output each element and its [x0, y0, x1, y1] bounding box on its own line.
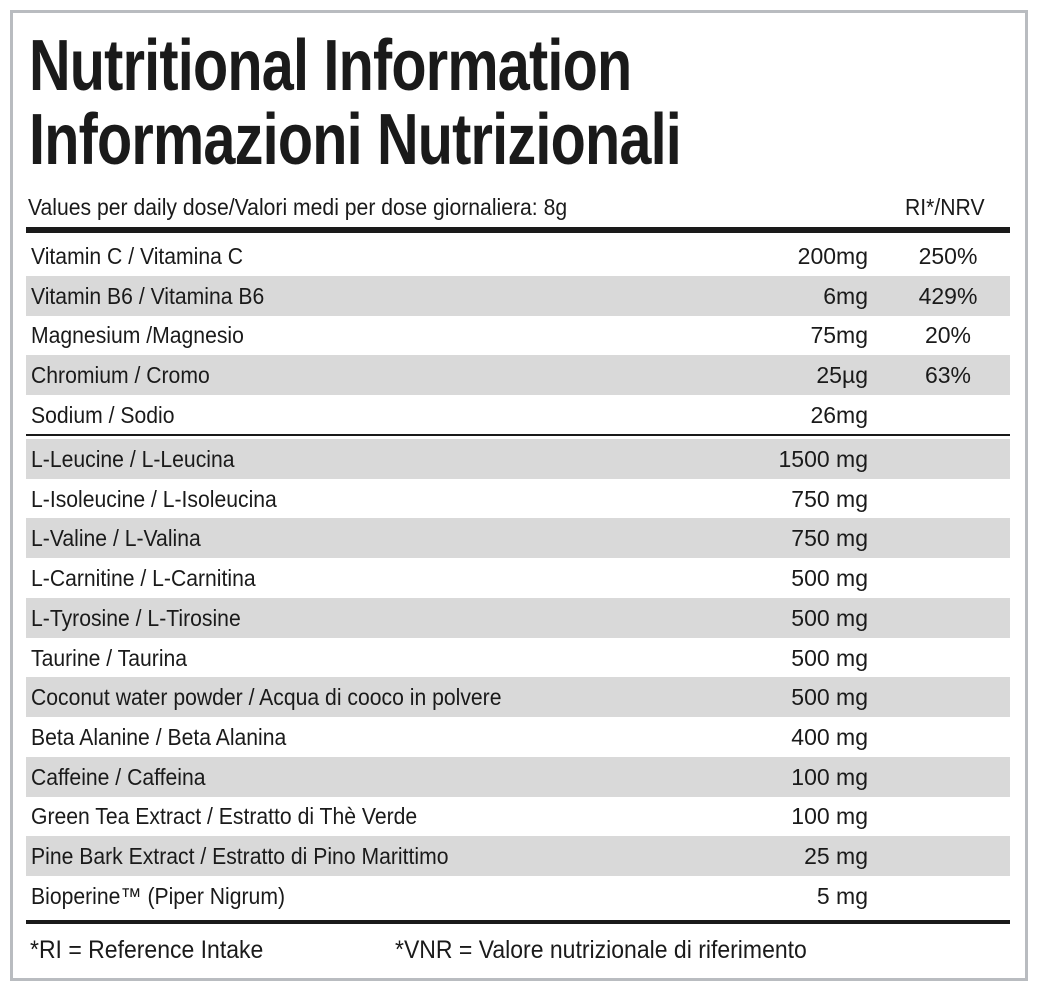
nutrient-name: Green Tea Extract / Estratto di Thè Verd… — [31, 803, 418, 830]
nutrient-name: Taurine / Taurina — [31, 644, 188, 671]
nutrient-amount: 400 mg — [791, 723, 868, 750]
nutrient-name: Magnesium /Magnesio — [31, 322, 244, 349]
nutrient-amount: 25 mg — [804, 843, 868, 869]
table-row — [26, 275, 1010, 316]
label-frame — [10, 10, 1028, 981]
title: Nutritional Information — [29, 26, 632, 106]
nutrient-amount: 200mg — [797, 243, 868, 269]
table-row — [26, 355, 1010, 396]
nutrient-ri: 20% — [924, 322, 972, 349]
nutrient-name: L-Tyrosine / L-Tirosine — [31, 604, 241, 631]
ri-header: RI*/NRV — [905, 194, 985, 220]
footnote: *RI = Reference Intake — [30, 936, 264, 964]
nutrient-name: L-Carnitine / L-Carnitina — [31, 565, 256, 592]
nutrient-name: Pine Bark Extract / Estratto di Pino Mar… — [31, 843, 449, 869]
nutrient-amount: 26mg — [810, 401, 868, 428]
nutrient-amount: 750 mg — [791, 525, 868, 552]
nutrient-amount: 100 mg — [791, 763, 868, 790]
nutrient-amount: 6mg — [823, 282, 868, 309]
nutrient-ri: 63% — [924, 362, 972, 389]
table-row — [26, 597, 1010, 638]
nutrient-name: Caffeine / Caffeina — [31, 763, 206, 790]
thick-rule — [26, 920, 1010, 924]
table-row — [26, 756, 1010, 797]
nutrient-ri: 250% — [918, 243, 978, 269]
nutrient-amount: 5 mg — [816, 882, 868, 909]
nutrient-name: Beta Alanine / Beta Alanina — [31, 723, 287, 750]
nutrient-name: L-Isoleucine / L-Isoleucina — [31, 485, 277, 512]
footnote: *VNR = Valore nutrizionale di riferiment… — [395, 936, 807, 964]
nutrient-name: Coconut water powder / Acqua di cooco in… — [31, 684, 502, 711]
thin-rule — [26, 434, 1010, 436]
nutrient-name: Chromium / Cromo — [31, 362, 210, 389]
nutrient-name: Vitamin B6 / Vitamina B6 — [31, 282, 265, 309]
nutrient-amount: 750 mg — [791, 485, 868, 512]
nutrient-amount: 500 mg — [791, 604, 868, 631]
title: Informazioni Nutrizionali — [29, 100, 682, 180]
nutrient-name: L-Leucine / L-Leucina — [31, 446, 235, 472]
serving-info: Values per daily dose/Valori medi per do… — [28, 194, 568, 220]
nutrient-ri: 429% — [918, 282, 978, 309]
nutrient-amount: 1500 mg — [778, 446, 868, 472]
nutrient-name: Vitamin C / Vitamina C — [31, 243, 244, 269]
nutrient-amount: 75mg — [810, 322, 868, 349]
nutrient-amount: 500 mg — [791, 684, 868, 711]
nutrient-name: Sodium / Sodio — [31, 401, 175, 428]
nutrient-name: L-Valine / L-Valina — [31, 525, 201, 552]
thick-rule — [26, 227, 1010, 233]
table-row — [26, 836, 1010, 876]
table-row — [26, 677, 1010, 718]
table-row — [26, 518, 1010, 559]
nutrient-amount: 500 mg — [791, 644, 868, 671]
nutrient-amount: 500 mg — [791, 565, 868, 592]
nutrient-amount: 25µg — [816, 362, 868, 389]
nutrient-name: Bioperine™ (Piper Nigrum) — [31, 882, 286, 909]
nutrient-amount: 100 mg — [791, 803, 868, 830]
table-row — [26, 439, 1010, 479]
